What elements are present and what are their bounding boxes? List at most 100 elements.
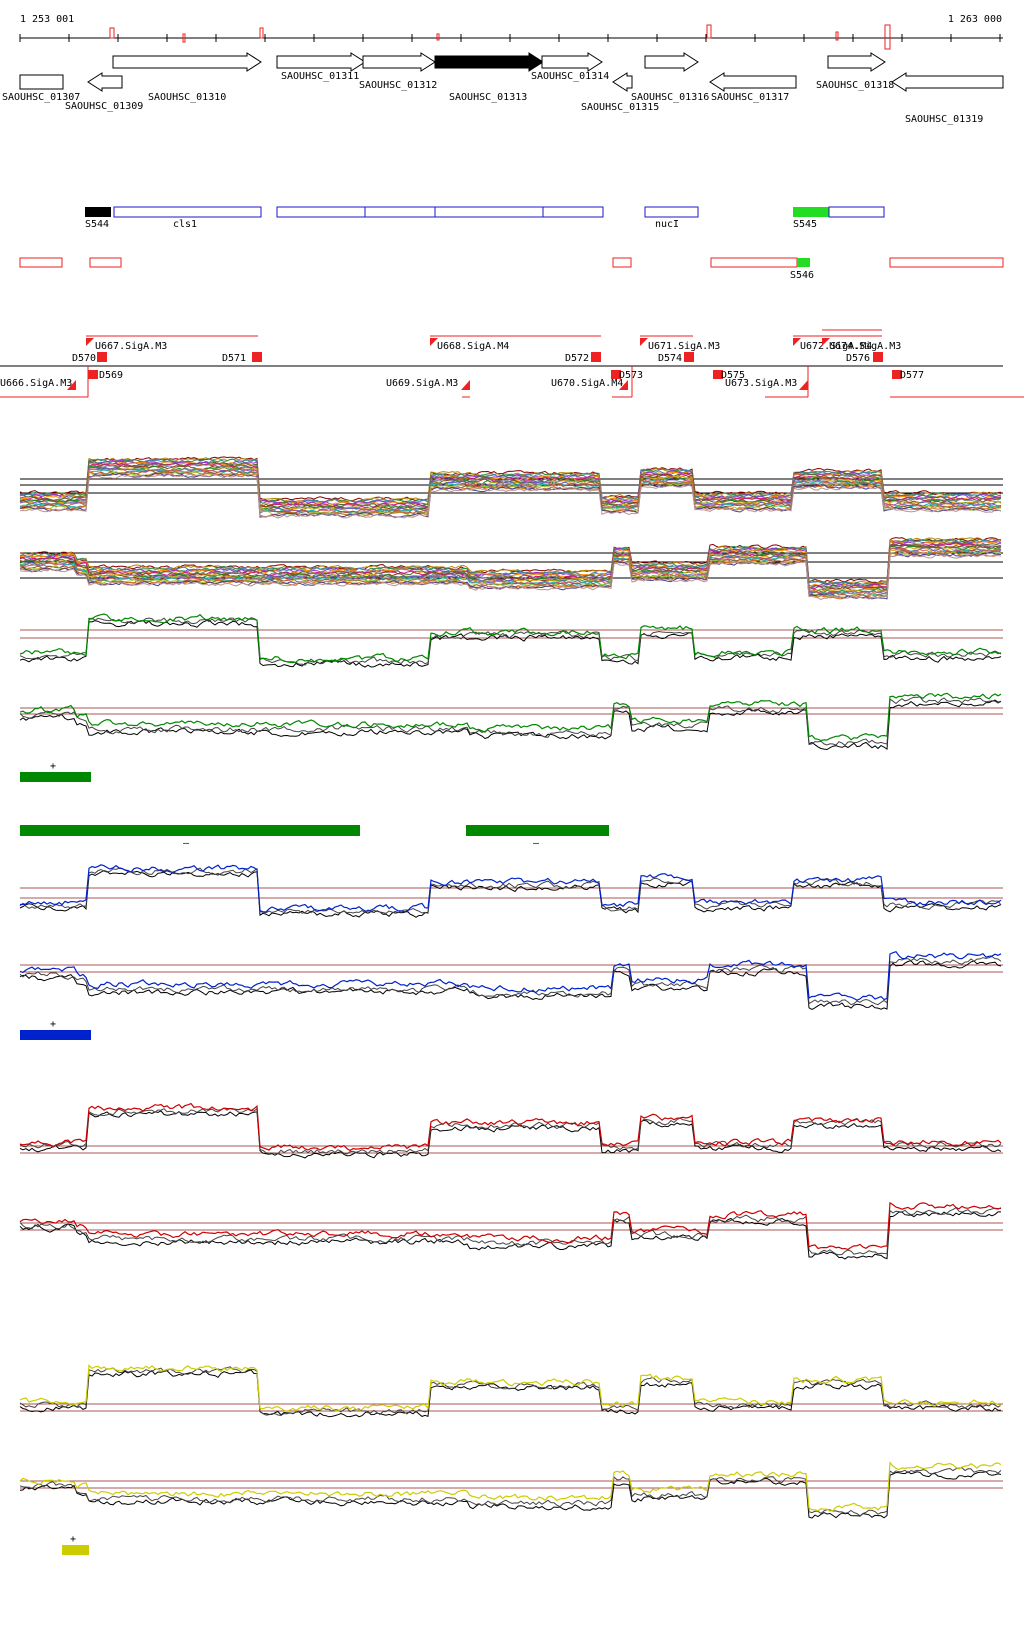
gene-arrow[interactable]	[709, 72, 797, 92]
gene-arrow[interactable]	[362, 52, 436, 72]
gene-arrow[interactable]	[644, 52, 699, 72]
expression-line	[19, 867, 1002, 914]
expression-line	[19, 539, 1002, 587]
gene-arrow[interactable]	[19, 74, 64, 90]
promoter-flag[interactable]	[793, 338, 801, 346]
expression-line	[19, 864, 1002, 913]
terminator-box[interactable]	[591, 352, 601, 362]
gene-arrow[interactable]	[891, 72, 1004, 92]
terminator-box[interactable]	[892, 370, 902, 379]
yellow-condition-tracks: +	[19, 1364, 1003, 1555]
ruler-marker	[182, 33, 186, 43]
segment-label: cls1	[173, 219, 197, 230]
segment-box[interactable]	[644, 206, 699, 218]
expression-line	[19, 470, 1002, 517]
terminator-label: D569	[99, 370, 123, 381]
expression-line	[19, 1102, 1002, 1152]
terminator-box[interactable]	[713, 370, 723, 379]
promoter-flag[interactable]	[822, 338, 830, 346]
terminator-box[interactable]	[252, 352, 262, 362]
expression-line	[19, 544, 1002, 592]
gene-label: SAOUHSC_01313	[449, 92, 527, 103]
strand-label: +	[50, 761, 56, 772]
gene-arrow[interactable]	[541, 52, 603, 72]
expression-line	[19, 460, 1002, 507]
expression-line	[19, 1364, 1002, 1413]
gene-label: SAOUHSC_01316	[631, 92, 709, 103]
promoter-label: U667.SigA.M3	[95, 341, 167, 352]
expression-line	[19, 466, 1002, 513]
gene-arrow[interactable]	[112, 52, 262, 72]
promoter-label: U671.SigA.M3	[648, 341, 720, 352]
promoter-flag[interactable]	[430, 338, 438, 346]
strand-label: +	[50, 1019, 56, 1030]
segment-box[interactable]	[276, 206, 366, 218]
expression-line	[19, 465, 1002, 511]
promoter-flag[interactable]	[461, 380, 470, 390]
strand-bar[interactable]	[20, 772, 91, 782]
gene-label: SAOUHSC_01318	[816, 80, 894, 91]
segment-box[interactable]	[85, 207, 111, 217]
segment-box[interactable]	[434, 206, 544, 218]
terminator-label: D574	[658, 353, 682, 364]
gene-arrow[interactable]	[827, 52, 886, 72]
strand-bar[interactable]	[62, 1545, 89, 1555]
promoter-flag[interactable]	[799, 380, 808, 390]
segment-label: S545	[793, 219, 817, 230]
expression-line	[19, 1369, 1001, 1418]
promoter-flag[interactable]	[619, 380, 628, 390]
segment-box[interactable]	[542, 206, 604, 218]
expression-multiline-plus	[19, 456, 1003, 519]
expression-line	[19, 1207, 1002, 1256]
terminator-label: D571	[222, 353, 246, 364]
gene-label: SAOUHSC_01309	[65, 101, 143, 112]
ruler-marker	[884, 24, 891, 50]
strand-bar[interactable]	[20, 1030, 91, 1040]
segment-box[interactable]	[89, 257, 122, 268]
segment-box[interactable]	[19, 257, 63, 268]
promoter-flag[interactable]	[86, 338, 94, 346]
promoter-label: U668.SigA.M4	[437, 341, 509, 352]
expression-line	[19, 1471, 1002, 1519]
expression-line	[19, 549, 1002, 597]
gene-label: SAOUHSC_01314	[531, 71, 609, 82]
promoter-flag[interactable]	[67, 380, 76, 390]
expression-line	[19, 955, 1002, 1006]
expression-line	[19, 696, 1002, 746]
coordinate-ruler: 1 253 001 1 263 000	[19, 14, 1003, 50]
expression-line	[19, 950, 1002, 1001]
gene-arrow[interactable]	[276, 52, 366, 72]
terminator-box[interactable]	[684, 352, 694, 362]
gene-arrow[interactable]	[87, 72, 123, 92]
segment-box[interactable]	[793, 207, 829, 217]
expression-line	[19, 613, 1002, 664]
expression-line	[19, 1366, 1002, 1417]
gene-arrow[interactable]	[612, 72, 633, 92]
promoter-label: U666.SigA.M3	[0, 378, 72, 389]
segment-box[interactable]	[710, 257, 798, 268]
strand-label: +	[70, 1534, 76, 1545]
segment-box[interactable]	[797, 258, 810, 267]
strand-bar[interactable]	[466, 825, 609, 836]
strand-bar[interactable]	[20, 825, 360, 836]
expression-line	[19, 540, 1002, 589]
terminator-box[interactable]	[88, 370, 98, 379]
promoter-flag[interactable]	[640, 338, 648, 346]
gene-arrow[interactable]	[434, 52, 544, 72]
segment-box[interactable]	[612, 257, 632, 268]
segment-box[interactable]	[828, 206, 885, 218]
green-condition-tracks: + – –	[19, 613, 1003, 849]
terminator-box[interactable]	[611, 370, 621, 379]
expression-line	[19, 459, 1002, 506]
segment-box[interactable]	[113, 206, 262, 218]
expression-line	[19, 1201, 1002, 1251]
end-coordinate: 1 263 000	[948, 14, 1002, 25]
segment-box[interactable]	[889, 257, 1004, 268]
promoter-label: U672.SigA.M4	[800, 341, 872, 352]
terminator-box[interactable]	[873, 352, 883, 362]
segment-box[interactable]	[364, 206, 436, 218]
expression-line	[19, 1461, 1002, 1512]
terminator-box[interactable]	[97, 352, 107, 362]
segment-label: S546	[790, 270, 814, 281]
promoter-label: U674.SigA.M3	[829, 341, 901, 352]
